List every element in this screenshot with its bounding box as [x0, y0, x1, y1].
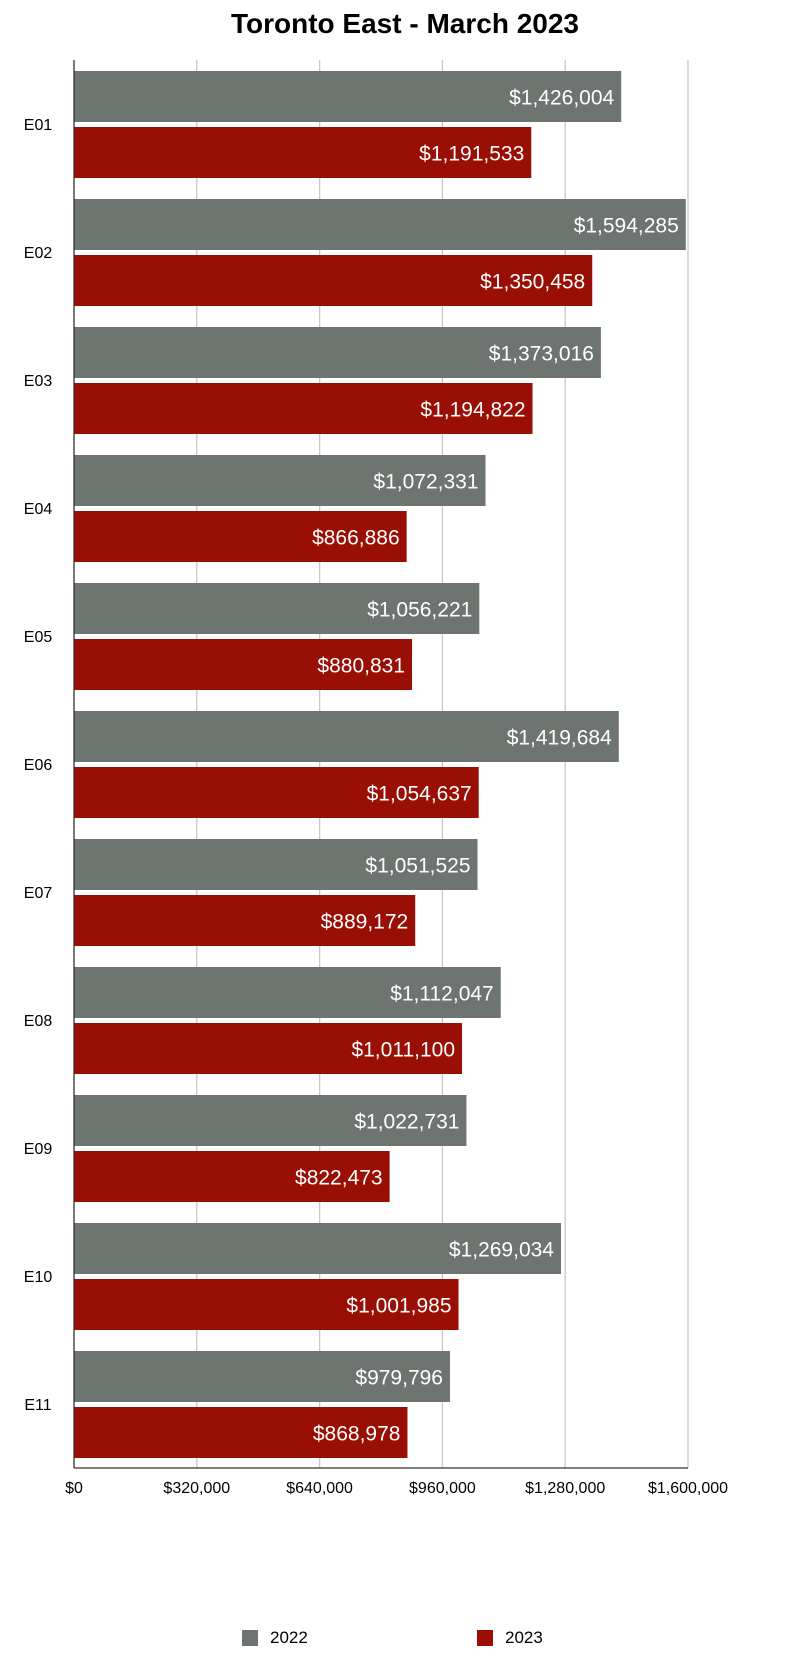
bar-2023-E03 [74, 383, 533, 434]
x-tick-label: $960,000 [409, 1480, 476, 1497]
y-tick-label: E06 [24, 757, 53, 774]
data-label: $1,269,034 [449, 1239, 554, 1262]
x-tick-label: $320,000 [163, 1480, 230, 1497]
data-label: $1,594,285 [574, 215, 679, 238]
data-label: $1,011,100 [351, 1039, 455, 1062]
bar-2023-E01 [74, 127, 532, 178]
data-label: $889,172 [321, 911, 409, 934]
data-label: $1,056,221 [367, 599, 472, 622]
y-tick-label: E10 [24, 1269, 53, 1286]
x-tick-label: $1,280,000 [525, 1480, 605, 1497]
bar-2023-E11 [74, 1407, 408, 1458]
legend-item-2023: 2023 [477, 1625, 543, 1651]
legend-swatch-2022 [242, 1630, 258, 1646]
legend: 2022 2023 [0, 1625, 810, 1651]
bar-2022-E01 [74, 71, 622, 122]
legend-item-2022: 2022 [242, 1625, 308, 1651]
bar-2022-E06 [74, 711, 619, 762]
data-label: $866,886 [312, 527, 400, 550]
data-label: $1,072,331 [373, 471, 478, 494]
data-label: $1,419,684 [507, 727, 612, 750]
bar-2022-E05 [74, 583, 480, 634]
bar-2022-E10 [74, 1223, 561, 1274]
bar-2022-E07 [74, 839, 478, 890]
y-tick-label: E01 [24, 117, 53, 134]
bar-2023-E02 [74, 255, 593, 306]
legend-label-2023: 2023 [505, 1628, 543, 1647]
bar-2022-E03 [74, 327, 601, 378]
y-tick-label: E11 [24, 1397, 51, 1414]
bar-2023-E10 [74, 1279, 459, 1330]
data-label: $868,978 [313, 1423, 401, 1446]
bar-2023-E09 [74, 1151, 390, 1202]
bar-2022-E11 [74, 1351, 450, 1402]
bar-2023-E06 [74, 767, 479, 818]
data-label: $880,831 [317, 655, 405, 678]
bar-2022-E02 [74, 199, 686, 250]
data-label: $1,051,525 [365, 855, 470, 878]
bars: $1,426,004 $1,191,533 $1,594,285 $1,350,458… [74, 71, 686, 1458]
x-tick-label: $640,000 [286, 1480, 353, 1497]
x-tick-label: $0 [65, 1480, 83, 1497]
bar-2023-E05 [74, 639, 413, 690]
y-tick-label: E02 [24, 245, 53, 262]
bar-2023-E07 [74, 895, 416, 946]
y-tick-label: E09 [24, 1141, 53, 1158]
data-label: $979,796 [355, 1367, 443, 1390]
bar-2022-E09 [74, 1095, 467, 1146]
bar-2022-E04 [74, 455, 486, 506]
data-label: $1,350,458 [480, 271, 585, 294]
legend-swatch-2023 [477, 1630, 493, 1646]
data-label: $1,373,016 [489, 343, 594, 366]
data-label: $1,191,533 [419, 143, 524, 166]
y-tick-label: E04 [24, 501, 53, 518]
data-label: $1,112,047 [390, 983, 494, 1006]
y-tick-label: E08 [24, 1013, 53, 1030]
data-label: $1,426,004 [509, 87, 614, 110]
bar-2023-E04 [74, 511, 407, 562]
legend-label-2022: 2022 [270, 1628, 308, 1647]
data-label: $1,022,731 [354, 1111, 459, 1134]
y-tick-label: E07 [24, 885, 53, 902]
data-label: $1,054,637 [367, 783, 472, 806]
chart-title: Toronto East - March 2023 [230, 8, 579, 39]
bar-2022-E08 [74, 967, 501, 1018]
y-tick-label: E03 [24, 373, 53, 390]
x-tick-label: $1,600,000 [648, 1480, 728, 1497]
data-label: $822,473 [295, 1167, 383, 1190]
data-label: $1,001,985 [346, 1295, 451, 1318]
axes: $0 $320,000 $640,000 $960,000 $1,280,000 $1,6… [24, 60, 728, 1497]
bar-2023-E08 [74, 1023, 463, 1074]
y-tick-label: E05 [24, 629, 53, 646]
data-label: $1,194,822 [420, 399, 525, 422]
